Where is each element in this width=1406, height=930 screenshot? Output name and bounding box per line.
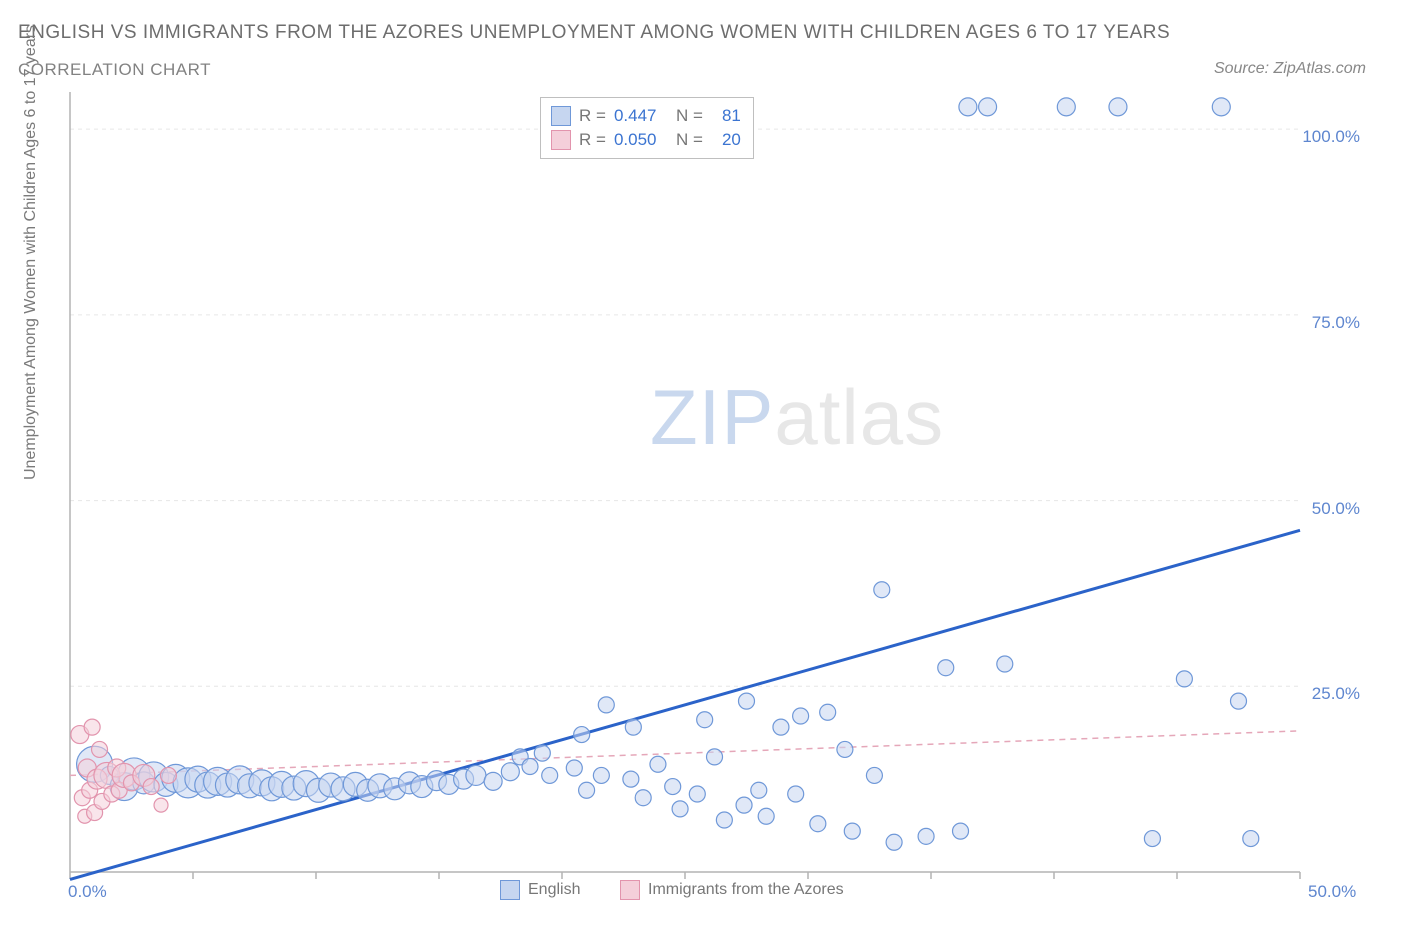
swatch-english-icon [500,880,520,900]
y-tick-label: 100.0% [1290,127,1360,147]
swatch-azores-icon [620,880,640,900]
legend-label-english: English [528,881,580,899]
stats-row-english: R = 0.447 N = 81 [551,104,741,128]
r-value-azores: 0.050 [614,128,668,152]
x-axis-end-label: 50.0% [1308,882,1356,902]
legend-label-azores: Immigrants from the Azores [648,881,844,899]
stats-legend-box: R = 0.447 N = 81 R = 0.050 N = 20 [540,97,754,159]
r-label: R = [579,128,606,152]
n-label: N = [676,104,703,128]
source-label: Source: ZipAtlas.com [1214,60,1366,78]
swatch-azores-icon [551,130,571,150]
y-tick-label: 75.0% [1290,313,1360,333]
x-axis-zero-label: 0.0% [68,882,107,902]
n-value-english: 81 [711,104,741,128]
y-axis-label: Unemployment Among Women with Children A… [22,25,40,480]
bottom-legend-azores: Immigrants from the Azores [620,880,844,900]
y-tick-label: 50.0% [1290,499,1360,519]
bottom-legend-english: English [500,880,580,900]
chart-svg [50,92,1360,902]
chart-subtitle: CORRELATION CHART [18,60,211,80]
swatch-english-icon [551,106,571,126]
r-value-english: 0.447 [614,104,668,128]
stats-row-azores: R = 0.050 N = 20 [551,128,741,152]
n-value-azores: 20 [711,128,741,152]
n-label: N = [676,128,703,152]
chart-area: ZIPatlas R = 0.447 N = 81 R = 0.050 N = … [50,92,1360,902]
y-tick-label: 25.0% [1290,684,1360,704]
chart-title: ENGLISH VS IMMIGRANTS FROM THE AZORES UN… [18,22,1170,44]
r-label: R = [579,104,606,128]
